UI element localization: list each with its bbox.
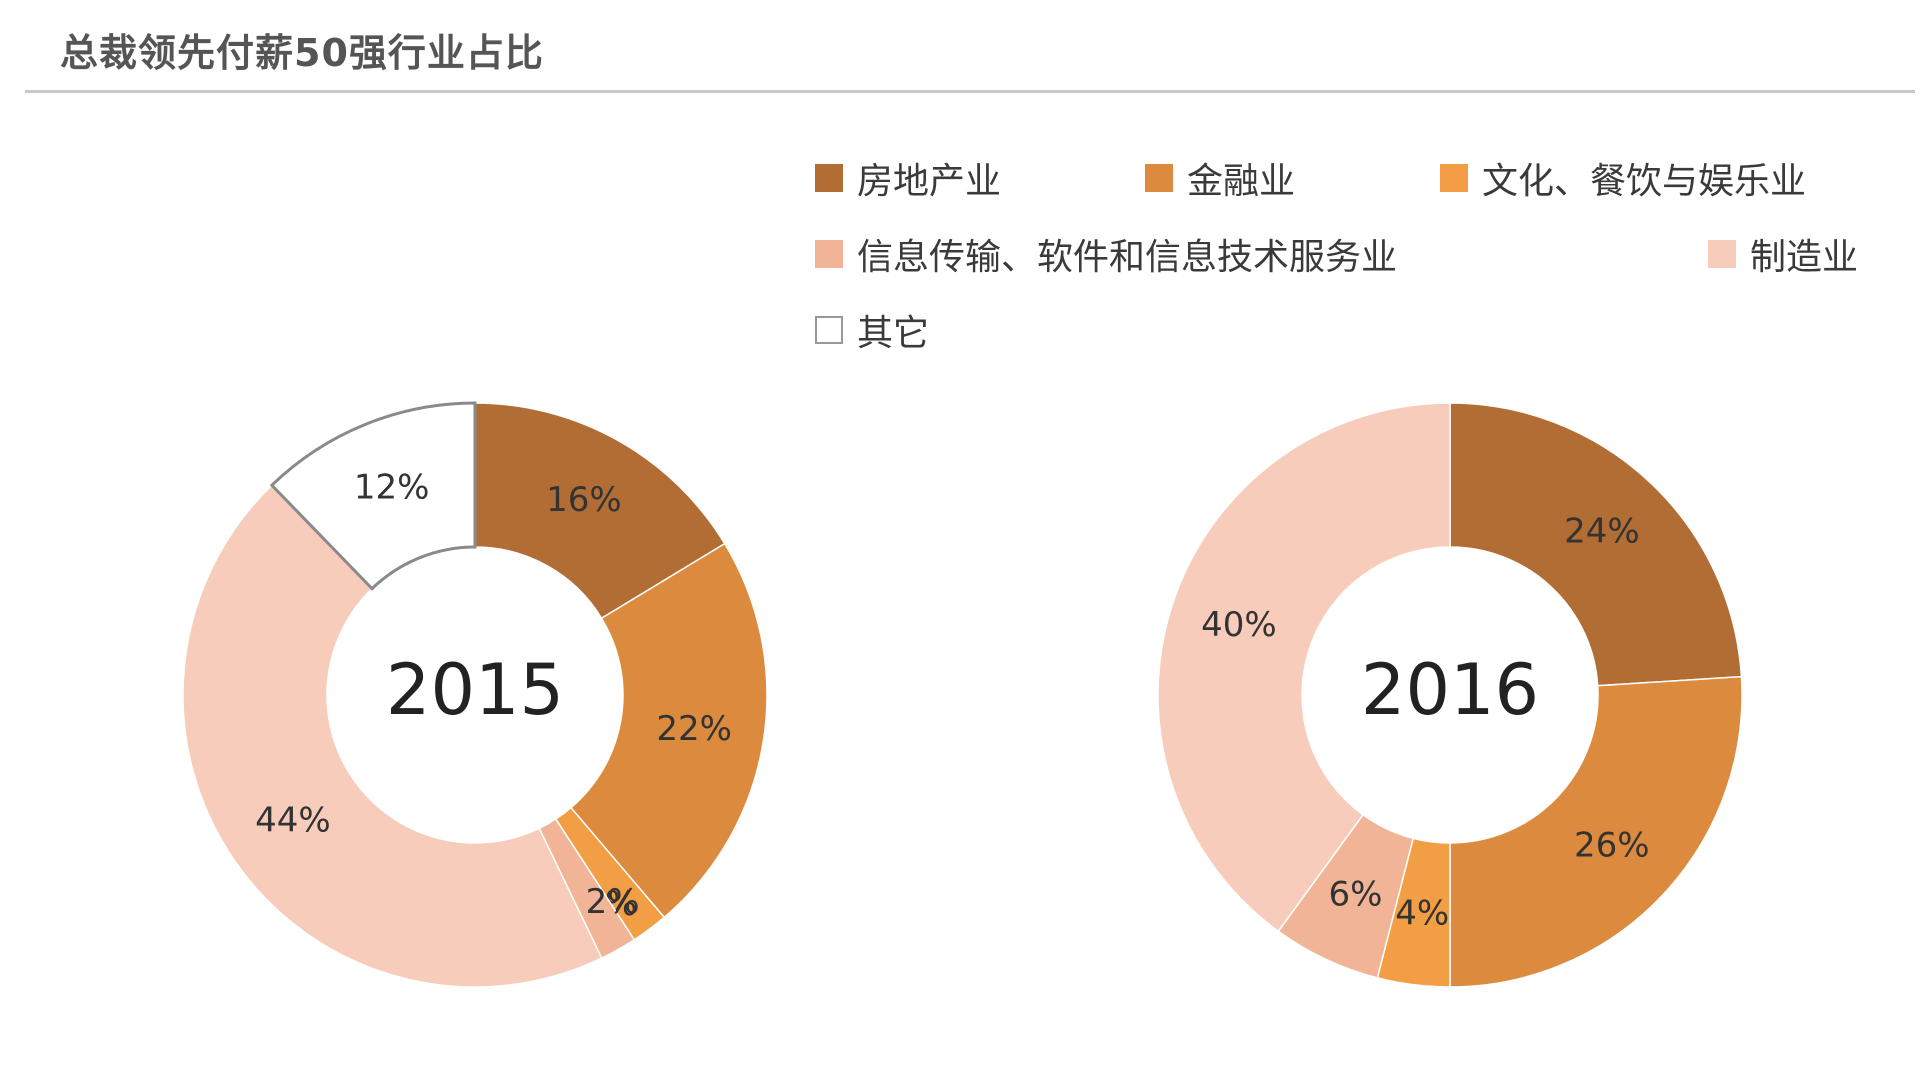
donut-slice-2015-5 bbox=[269, 401, 477, 591]
legend-item-finance: 金融业 bbox=[1145, 152, 1295, 204]
legend-item-culture-catering: 文化、餐饮与娱乐业 bbox=[1440, 152, 1806, 204]
legend-label: 金融业 bbox=[1187, 161, 1296, 202]
chart-title: 总裁领先付薪50强行业占比 bbox=[60, 31, 544, 75]
donut-slice-2015-1 bbox=[569, 542, 768, 919]
donut-center-label-2016: 2016 bbox=[1361, 649, 1539, 731]
donut-slice-2016-1 bbox=[1449, 675, 1743, 988]
slice-label-2015-0: 16% bbox=[546, 480, 622, 520]
donut-slice-2015-4 bbox=[182, 484, 603, 988]
legend-label: 其它 bbox=[857, 313, 930, 354]
legend-swatch bbox=[815, 164, 843, 192]
legend-swatch bbox=[1708, 240, 1736, 268]
slice-label-2015-4: 44% bbox=[255, 801, 331, 841]
slice-label-2016-0: 24% bbox=[1564, 512, 1640, 552]
title-divider bbox=[25, 90, 1915, 93]
slice-label-2015-5: 12% bbox=[354, 468, 430, 508]
slice-label-2015-1: 22% bbox=[656, 709, 732, 749]
legend-swatch bbox=[1440, 164, 1468, 192]
legend-swatch bbox=[815, 316, 843, 344]
legend-label: 信息传输、软件和信息技术服务业 bbox=[857, 237, 1398, 278]
slice-label-2016-3: 6% bbox=[1329, 874, 1383, 914]
donut-slice-2016-4 bbox=[1157, 402, 1451, 933]
legend-label: 房地产业 bbox=[857, 161, 1002, 202]
legend-label: 文化、餐饮与娱乐业 bbox=[1482, 161, 1807, 202]
legend-swatch bbox=[1145, 164, 1173, 192]
legend-item-real-estate: 房地产业 bbox=[815, 152, 1001, 204]
legend-item-it-services: 信息传输、软件和信息技术服务业 bbox=[815, 228, 1397, 280]
slice-label-2015-3: 2% bbox=[586, 882, 640, 922]
legend-item-manufacturing: 制造业 bbox=[1708, 228, 1858, 280]
donut-center-label-2015: 2015 bbox=[386, 649, 564, 731]
slice-label-2016-1: 26% bbox=[1574, 825, 1650, 865]
legend-swatch bbox=[815, 240, 843, 268]
legend-label: 制造业 bbox=[1750, 237, 1859, 278]
slice-label-2016-2: 4% bbox=[1395, 894, 1449, 934]
legend-item-other: 其它 bbox=[815, 304, 929, 356]
donut-slice-2015-0 bbox=[474, 402, 726, 620]
slice-label-2016-4: 40% bbox=[1201, 605, 1277, 645]
donut-slice-2016-0 bbox=[1449, 402, 1743, 687]
